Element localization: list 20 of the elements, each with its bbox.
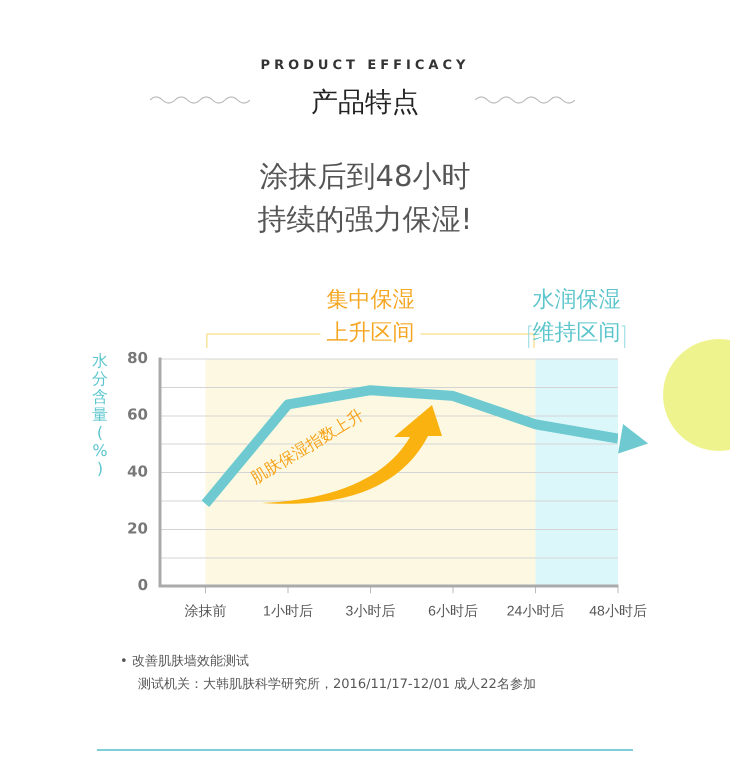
band-label: 水润保湿维持区间 bbox=[532, 288, 621, 346]
x-tick-label: 1小时后 bbox=[263, 602, 313, 618]
x-tick-label: 6小时后 bbox=[428, 602, 478, 618]
text: 测试机关：大韩肌肤科学研究所，2016/11/17-12/01 成人22名参加 bbox=[137, 676, 536, 694]
chart-title: 产品特点 bbox=[310, 86, 420, 120]
text: • 改善肌肤墙效能测试 bbox=[120, 653, 250, 671]
y-tick-label: 80 bbox=[127, 348, 148, 367]
text: PRODUCT EFFICACY bbox=[260, 58, 470, 73]
x-tick-label: 48小时后 bbox=[589, 602, 647, 618]
y-tick-label: 20 bbox=[127, 519, 148, 538]
x-tick-label: 涂抹前 bbox=[184, 602, 226, 618]
x-tick-label: 3小时后 bbox=[346, 602, 396, 618]
band-label: 集中保湿上升区间 bbox=[326, 288, 414, 346]
y-tick-label: 40 bbox=[127, 462, 148, 480]
annotation: 肌肤保湿指数上升 bbox=[247, 405, 368, 489]
y-tick-label: 0 bbox=[138, 576, 148, 594]
x-tick-label: 24小时后 bbox=[506, 602, 564, 618]
chart-subtitle: 涂抹后到48小时持续的强力保湿! bbox=[256, 158, 474, 238]
y-axis-title: 水分含量(%) bbox=[91, 351, 109, 478]
y-tick-label: 60 bbox=[127, 406, 148, 424]
